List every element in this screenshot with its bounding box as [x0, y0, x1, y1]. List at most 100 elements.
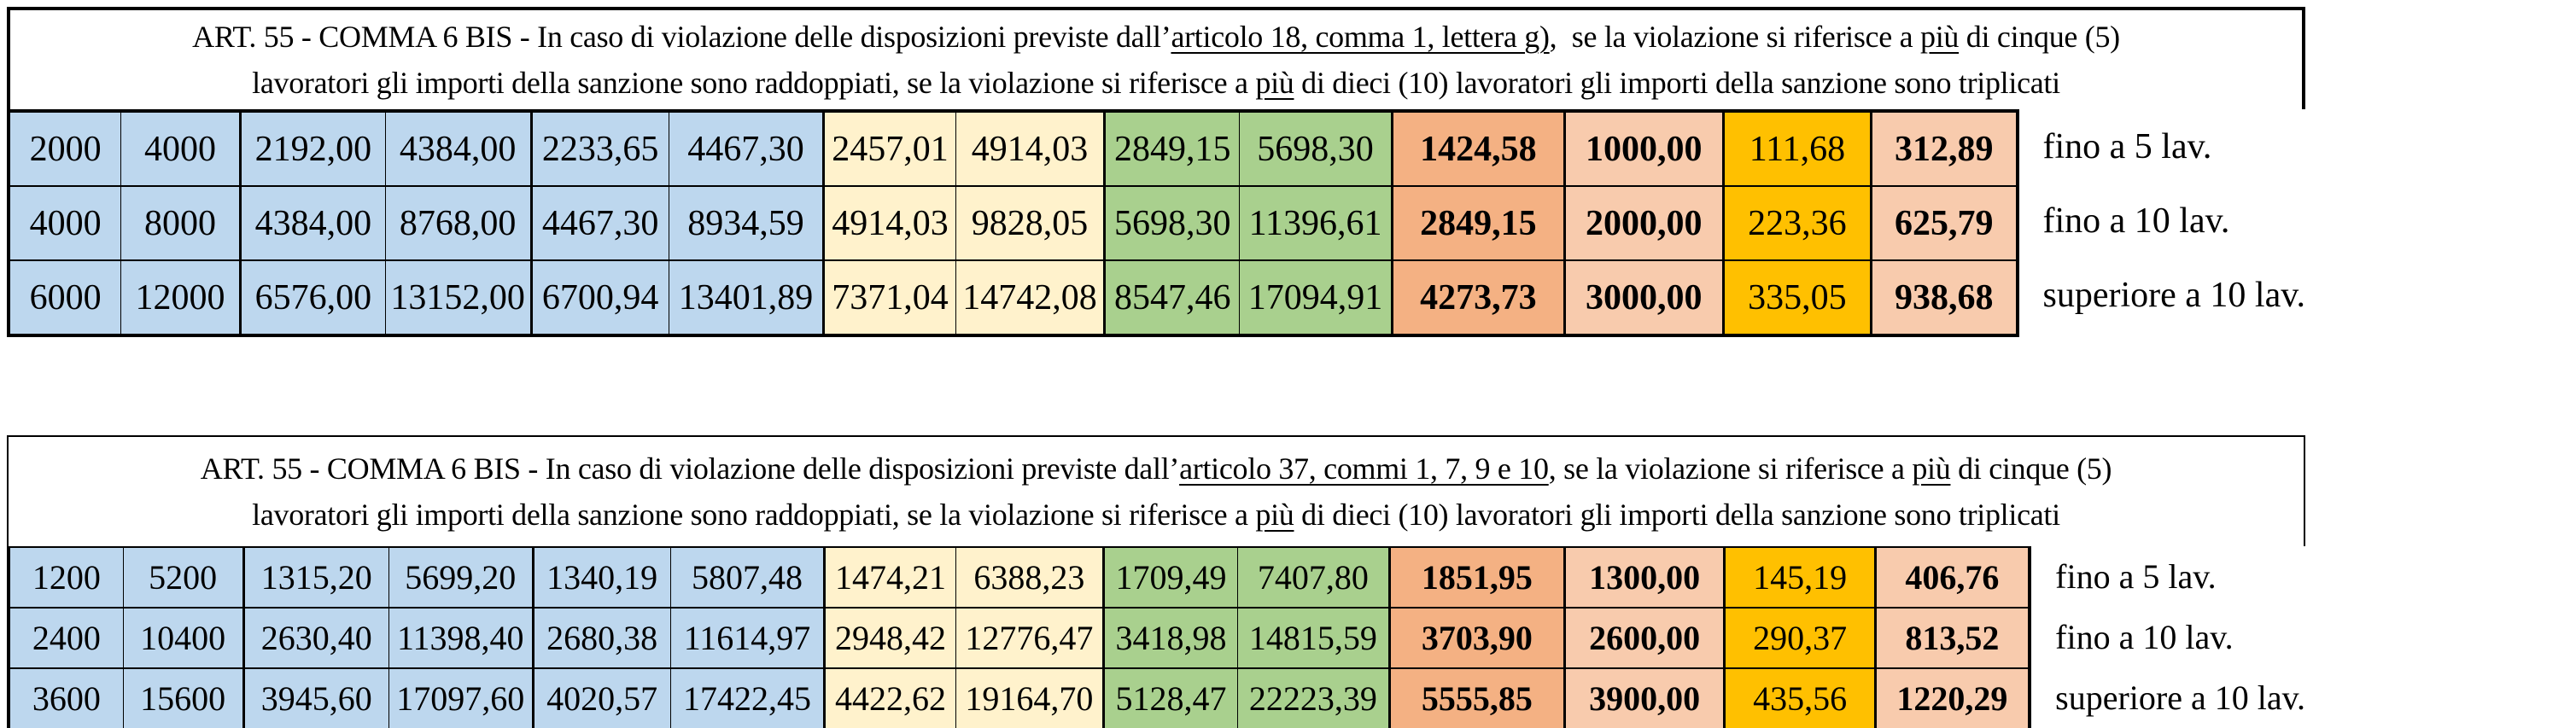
table-cell: 5698,30	[1239, 110, 1393, 187]
table-row: 4000 8000 4384,00 8768,00 4467,30 8934,59 4914…	[8, 185, 2018, 261]
table-cell: 2948,42	[824, 607, 956, 669]
table-cell: 1300,00	[1563, 546, 1726, 609]
table-cell: 11396,61	[1239, 185, 1393, 261]
table-cell: 4384,00	[384, 110, 533, 187]
table-cell: 1220,29	[1874, 667, 2030, 728]
table-cell: 10400	[122, 607, 245, 669]
table-cell: 22223,39	[1237, 667, 1391, 728]
table-cell: 335,05	[1722, 259, 1873, 336]
table-cell: 1315,20	[242, 546, 389, 609]
table-cell: 2192,00	[239, 110, 386, 187]
table-cell: 7371,04	[823, 259, 956, 336]
table-cell: 9828,05	[955, 185, 1107, 261]
table-cell: 17422,45	[669, 667, 827, 728]
title-underlined-text: articolo 18, comma 1, lettera g)	[1171, 20, 1550, 54]
table-cell: 5807,48	[669, 546, 827, 609]
table-title-line: ART. 55 - COMMA 6 BIS - In caso di viola…	[192, 14, 2120, 60]
row-label: fino a 5 lav.	[2042, 126, 2212, 166]
table-cell: 12000	[120, 259, 242, 336]
table-cell: 19164,70	[955, 667, 1106, 728]
row-label: fino a 5 lav.	[2055, 557, 2217, 596]
table-cell: 1474,21	[824, 546, 956, 609]
table-cell: 1709,49	[1103, 546, 1239, 609]
table-cell: 6700,94	[530, 259, 669, 336]
table-cell: 5698,30	[1104, 185, 1241, 261]
title-text: di dieci (10) lavoratori gli importi del…	[1294, 498, 2060, 532]
table-cell: 4384,00	[239, 185, 386, 261]
table-cell: 1424,58	[1391, 110, 1566, 187]
table-cell: 312,89	[1871, 110, 2018, 187]
table-cell: 625,79	[1871, 185, 2018, 261]
title-text: ART. 55 - COMMA 6 BIS - In caso di viola…	[192, 20, 1171, 54]
table-cell: 14815,59	[1237, 607, 1391, 669]
table-cell: 2000,00	[1563, 185, 1725, 261]
table-cell: 406,76	[1874, 546, 2030, 609]
sanction-table-articolo-18: ART. 55 - COMMA 6 BIS - In caso di viola…	[7, 7, 2305, 337]
table-row: 2400 10400 2630,40 11398,40 2680,38 11614,97 2…	[8, 607, 2030, 669]
table-cell: 4422,62	[824, 667, 956, 728]
table-cell: 6000	[8, 259, 122, 336]
table-row: 3600 15600 3945,60 17097,60 4020,57 17422,45 4…	[8, 667, 2030, 728]
table-cell: 1851,95	[1388, 546, 1566, 609]
title-text: lavoratori gli importi della sanzione so…	[252, 498, 1256, 532]
table-cell: 3000,00	[1563, 259, 1725, 336]
table-cell: 2630,40	[242, 607, 389, 669]
table-cell: 3600	[8, 667, 124, 728]
table-title-line: ART. 55 - COMMA 6 BIS - In caso di viola…	[201, 446, 2112, 492]
table-cell: 2400	[8, 607, 124, 669]
table-cell: 2000	[8, 110, 122, 187]
title-text: , se la violazione si riferisce a	[1548, 451, 1913, 486]
table-cell: 1340,19	[532, 546, 671, 609]
title-text: di cinque (5)	[1950, 451, 2112, 486]
table-cell: 3703,90	[1388, 607, 1566, 669]
table-grid-row: 1200 5200 1315,20 5699,20 1340,19 5807,48 1474…	[7, 546, 2305, 728]
table-cell: 223,36	[1722, 185, 1873, 261]
table-cell: 111,68	[1722, 110, 1873, 187]
title-underlined-text: più	[1912, 451, 1951, 486]
table-cell: 8934,59	[668, 185, 826, 261]
title-underlined-text: più	[1255, 66, 1294, 100]
table-row: 1200 5200 1315,20 5699,20 1340,19 5807,48 1474…	[8, 546, 2030, 609]
table-cell: 4467,30	[530, 185, 669, 261]
title-text: , se la violazione si riferisce a	[1549, 20, 1920, 54]
row-label: superiore a 10 lav.	[2042, 275, 2306, 315]
table-cell: 2849,15	[1104, 110, 1241, 187]
table-cell: 8547,46	[1104, 259, 1241, 336]
table-cell: 4273,73	[1391, 259, 1566, 336]
table-cell: 4020,57	[532, 667, 671, 728]
table-cell: 435,56	[1724, 667, 1877, 728]
table-title-line: lavoratori gli importi della sanzione so…	[252, 60, 2060, 106]
table-cell: 2457,01	[823, 110, 956, 187]
table-cell: 4000	[8, 185, 122, 261]
table-cell: 2849,15	[1391, 185, 1566, 261]
table-cell: 2600,00	[1563, 607, 1726, 669]
table-title-line: lavoratori gli importi della sanzione so…	[252, 492, 2060, 538]
table-cell: 5200	[122, 546, 245, 609]
table-cell: 813,52	[1874, 607, 2030, 669]
table-cell: 15600	[122, 667, 245, 728]
table-cell: 17094,91	[1239, 259, 1393, 336]
title-underlined-text: più	[1920, 20, 1960, 54]
title-underlined-text: più	[1255, 498, 1294, 532]
table-cell: 12776,47	[955, 607, 1106, 669]
table-cell: 1000,00	[1563, 110, 1725, 187]
table-cell: 1200	[8, 546, 124, 609]
table-cell: 13401,89	[668, 259, 826, 336]
row-label: superiore a 10 lav.	[2055, 678, 2305, 717]
table-row: 2000 4000 2192,00 4384,00 2233,65 4467,30 2457…	[8, 110, 2018, 187]
table-cell: 6576,00	[239, 259, 386, 336]
table-cell: 4914,03	[955, 110, 1107, 187]
sanction-table-articolo-37: ART. 55 - COMMA 6 BIS - In caso di viola…	[7, 435, 2305, 728]
table-cell: 11614,97	[669, 607, 827, 669]
table-cell: 3945,60	[242, 667, 389, 728]
table-title: ART. 55 - COMMA 6 BIS - In caso di viola…	[7, 7, 2305, 109]
table-cell: 17097,60	[388, 667, 534, 728]
title-text: di cinque (5)	[1959, 20, 2120, 54]
table-cell: 11398,40	[388, 607, 534, 669]
table-cell: 6388,23	[955, 546, 1106, 609]
table-grid-row: 2000 4000 2192,00 4384,00 2233,65 4467,30 2457…	[7, 109, 2305, 337]
title-underlined-text: articolo 37, commi 1, 7, 9 e 10	[1179, 451, 1549, 486]
table-cell: 7407,80	[1237, 546, 1391, 609]
table-cell: 938,68	[1871, 259, 2018, 336]
